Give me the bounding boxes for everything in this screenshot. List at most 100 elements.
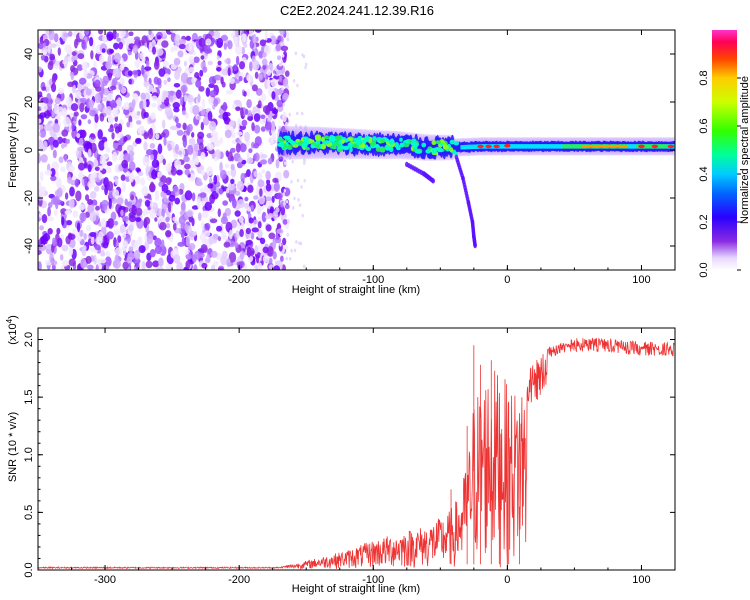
noise-speckle: [246, 157, 254, 165]
noise-speckle: [288, 112, 291, 117]
signal-blob: [431, 147, 438, 154]
snr-y-axis-label: SNR (10 * v/v): [7, 412, 19, 482]
signal-hotspot: [667, 144, 675, 149]
noise-speckle: [304, 65, 307, 70]
noise-speckle: [242, 36, 247, 42]
noise-speckle: [70, 179, 77, 186]
snr-panel: -300 -200 -100 0 100 0.0 0.5 1.0 1.5 2.0 Height o…: [5, 315, 676, 595]
noise-speckle: [197, 93, 201, 103]
noise-speckle: [185, 235, 191, 247]
noise-speckle: [68, 165, 76, 173]
snr-series-line: [38, 337, 675, 570]
noise-speckle: [148, 30, 152, 36]
noise-speckle: [205, 87, 211, 97]
signal-trail: [431, 178, 436, 184]
noise-speckle: [267, 246, 274, 257]
noise-speckle: [205, 38, 212, 46]
noise-speckle: [53, 209, 58, 216]
noise-speckle: [120, 174, 126, 181]
signal-line: [555, 144, 559, 149]
signal-line: [546, 144, 549, 149]
noise-speckle: [263, 45, 271, 55]
signal-blob: [366, 146, 372, 152]
noise-speckle: [51, 74, 56, 85]
noise-speckle: [241, 119, 248, 127]
noise-speckle: [98, 140, 106, 151]
signal-line: [465, 144, 469, 150]
noise-speckle: [113, 229, 121, 236]
noise-speckle: [302, 54, 306, 59]
noise-speckle: [122, 261, 129, 270]
noise-speckle: [136, 111, 141, 116]
noise-speckle: [106, 161, 113, 167]
noise-speckle: [38, 239, 41, 246]
signal-line: [556, 144, 560, 149]
noise-speckle: [299, 125, 302, 129]
noise-speckle: [261, 58, 268, 66]
noise-speckle: [273, 182, 280, 192]
noise-speckle: [262, 246, 269, 254]
noise-speckle: [165, 263, 171, 270]
noise-speckle: [166, 222, 171, 229]
signal-blob: [302, 144, 308, 149]
noise-speckle: [173, 82, 181, 88]
noise-speckle: [127, 51, 132, 56]
noise-speckle: [203, 238, 208, 245]
noise-speckle: [257, 262, 263, 270]
noise-speckle: [193, 56, 200, 64]
signal-blob: [310, 144, 316, 149]
noise-speckle: [252, 195, 259, 200]
noise-speckle: [183, 60, 188, 67]
noise-speckle: [272, 177, 279, 183]
signal-line: [550, 144, 553, 149]
noise-speckle: [112, 30, 117, 40]
noise-speckle: [98, 258, 107, 264]
noise-speckle: [254, 244, 259, 255]
noise-speckle: [277, 222, 281, 228]
noise-speckle: [73, 111, 79, 117]
noise-speckle: [110, 211, 117, 221]
noise-speckle: [98, 154, 107, 165]
noise-speckle: [248, 217, 254, 224]
signal-blob: [370, 141, 376, 147]
noise-speckle: [138, 171, 144, 177]
noise-speckle: [111, 197, 118, 204]
noise-speckle: [51, 264, 56, 270]
noise-speckle: [225, 170, 232, 176]
noise-speckle: [238, 61, 246, 70]
noise-speckle: [254, 136, 262, 147]
noise-speckle: [142, 209, 147, 217]
signal-blob: [354, 140, 362, 145]
noise-speckle: [79, 97, 88, 104]
noise-speckle: [53, 103, 59, 115]
signal-line: [571, 144, 575, 149]
noise-speckle: [262, 255, 270, 263]
noise-speckle: [239, 250, 245, 260]
noise-speckle: [207, 111, 213, 122]
noise-speckle: [172, 102, 181, 109]
noise-speckle: [282, 53, 285, 58]
signal-line: [561, 144, 564, 149]
noise-speckle: [169, 90, 175, 96]
noise-speckle: [181, 110, 187, 116]
noise-speckle: [149, 208, 156, 219]
noise-speckle: [168, 194, 176, 202]
noise-speckle: [188, 243, 196, 251]
noise-speckle: [151, 169, 158, 180]
noise-speckle: [83, 157, 87, 163]
noise-speckle: [217, 208, 221, 218]
noise-speckle: [209, 218, 218, 224]
noise-speckle: [261, 169, 266, 174]
noise-speckle: [90, 50, 94, 60]
noise-speckle: [174, 159, 182, 170]
signal-blob: [385, 145, 390, 151]
noise-speckle: [204, 222, 211, 231]
noise-speckle: [48, 30, 55, 41]
noise-speckle: [257, 179, 265, 188]
noise-speckle: [247, 184, 254, 193]
noise-speckle: [259, 188, 263, 197]
noise-speckle: [271, 195, 275, 204]
noise-speckle: [105, 106, 112, 116]
noise-speckle: [298, 241, 301, 245]
noise-speckle: [169, 30, 178, 33]
